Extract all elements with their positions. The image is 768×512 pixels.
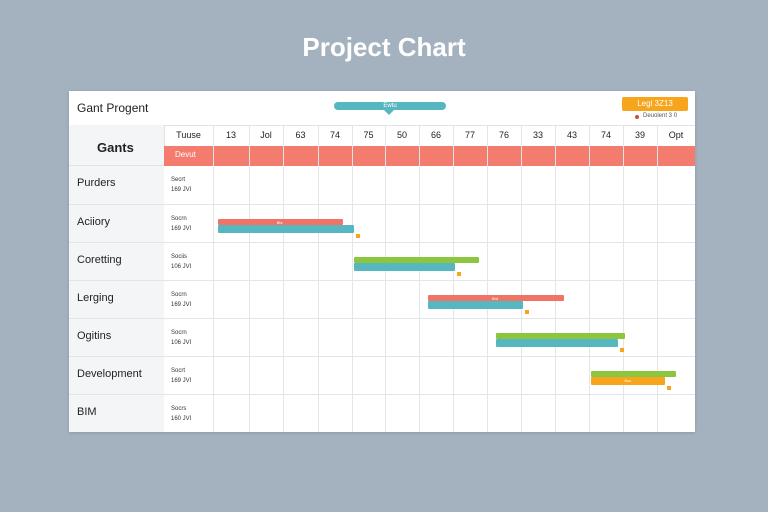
date-range-slider[interactable]: Ewtu bbox=[334, 102, 446, 110]
task-meta: Socrt 169 JVI bbox=[171, 366, 191, 386]
task-name[interactable]: Purders bbox=[77, 177, 116, 189]
task-meta: Sociis 106 JVI bbox=[171, 252, 191, 272]
gantt-bar[interactable] bbox=[428, 295, 564, 301]
milestone-marker[interactable] bbox=[525, 310, 530, 314]
grid-column-line bbox=[487, 125, 488, 432]
grid-column-line bbox=[555, 125, 556, 432]
corner-cell bbox=[69, 125, 164, 166]
task-meta-column bbox=[164, 165, 214, 432]
band-label: Devut bbox=[175, 150, 196, 159]
task-meta-line2: 160 JVI bbox=[171, 416, 192, 422]
gantt-bar[interactable] bbox=[428, 301, 524, 309]
gantt-bar[interactable] bbox=[495, 339, 618, 347]
milestone-marker[interactable] bbox=[457, 272, 462, 276]
grid-column-line bbox=[657, 125, 658, 432]
grid-row-line bbox=[69, 318, 695, 319]
timeline-header-cell: 43 bbox=[566, 130, 577, 140]
task-meta-line1: Socrs bbox=[171, 406, 187, 412]
grid-column-line bbox=[249, 125, 250, 432]
grid-row-line bbox=[69, 394, 695, 395]
grid-column-line bbox=[213, 125, 214, 432]
task-meta-line2: 169 JVI bbox=[171, 302, 192, 308]
timeline-header-cell: 75 bbox=[363, 130, 374, 140]
task-meta-line1: Socrn bbox=[171, 330, 187, 336]
app-title: Gant Progent bbox=[77, 101, 149, 115]
timeline-header-cell: 77 bbox=[464, 130, 475, 140]
timeline-header-cell: Tuuse bbox=[176, 130, 201, 140]
gantt-bar-label: Sco bbox=[624, 378, 632, 383]
timeline-header-cell: 74 bbox=[600, 130, 611, 140]
legend-text: Deuolent 3 0 bbox=[643, 113, 678, 119]
grid-column-line bbox=[589, 125, 590, 432]
task-meta-line2: 106 JVI bbox=[171, 340, 192, 346]
task-meta-line2: 169 JVI bbox=[171, 378, 192, 384]
grid-column-line bbox=[623, 125, 624, 432]
gantt-bar[interactable] bbox=[218, 219, 344, 225]
grid-row-line bbox=[69, 280, 695, 281]
task-meta-line1: Socrt bbox=[171, 368, 186, 374]
gantt-bar[interactable] bbox=[218, 225, 354, 233]
gantt-bar-label: Bts bbox=[276, 220, 283, 225]
milestone-marker[interactable] bbox=[620, 348, 625, 352]
gantt-panel: Gant Progent Ewtu Legl 3Z13 Deuolent 3 0… bbox=[69, 91, 695, 432]
timeline-header-cell: 66 bbox=[430, 130, 441, 140]
task-name[interactable]: Development bbox=[77, 368, 142, 380]
grid-column-line bbox=[385, 125, 386, 432]
legend-dot-icon bbox=[635, 115, 639, 119]
task-meta-line1: Socrn bbox=[171, 292, 187, 298]
task-name[interactable]: Lerging bbox=[77, 292, 114, 304]
task-label-column bbox=[69, 125, 165, 432]
grid-row-line bbox=[69, 242, 695, 243]
task-meta-line2: 169 JVI bbox=[171, 187, 192, 193]
caret-down-icon bbox=[384, 110, 394, 115]
timeline-header-cell: 74 bbox=[329, 130, 340, 140]
task-meta: Socrn 169 JVI bbox=[171, 214, 191, 234]
task-name[interactable]: Aciiory bbox=[77, 216, 111, 228]
gantt-bar[interactable] bbox=[495, 333, 625, 339]
task-name[interactable]: Coretting bbox=[77, 254, 122, 266]
task-meta-line1: Sociis bbox=[171, 254, 188, 260]
task-meta: Secrt 169 JVI bbox=[171, 175, 191, 195]
task-meta-line1: Socrn bbox=[171, 216, 187, 222]
timeline-header-cell: Jol bbox=[260, 130, 272, 140]
milestone-marker[interactable] bbox=[355, 234, 360, 238]
grid-column-line bbox=[283, 125, 284, 432]
grid-column-line bbox=[521, 125, 522, 432]
timeline-header-cell: 39 bbox=[634, 130, 645, 140]
task-meta-line2: 106 JVI bbox=[171, 264, 192, 270]
gantt-bar[interactable] bbox=[590, 371, 676, 377]
timeline-header-cell: 13 bbox=[225, 130, 236, 140]
grid-column-line bbox=[453, 125, 454, 432]
timeline-header-cell: 50 bbox=[396, 130, 407, 140]
task-meta: Socrs 160 JVI bbox=[171, 404, 191, 424]
legend-button[interactable]: Legl 3Z13 bbox=[622, 97, 688, 111]
milestone-marker[interactable] bbox=[667, 386, 672, 390]
toolbar: Gant Progent Ewtu Legl 3Z13 Deuolent 3 0 bbox=[69, 91, 695, 126]
timeline-header-cell: 63 bbox=[295, 130, 306, 140]
grid-column-line bbox=[352, 125, 353, 432]
gantt-bar-label: Bnt bbox=[491, 296, 498, 301]
page-title: Project Chart bbox=[302, 32, 466, 62]
grid-row-line bbox=[69, 204, 695, 205]
task-meta: Socrn 169 JVI bbox=[171, 290, 191, 310]
timeline-header-cell: 33 bbox=[532, 130, 543, 140]
task-name[interactable]: Ogitins bbox=[77, 330, 112, 342]
grid-row-line bbox=[69, 356, 695, 357]
corner-label: Gants bbox=[97, 140, 134, 155]
task-name[interactable]: BIM bbox=[77, 406, 97, 418]
task-meta: Socrn 106 JVI bbox=[171, 328, 191, 348]
timeline-header-cell: 76 bbox=[498, 130, 509, 140]
gantt-bar[interactable] bbox=[353, 257, 480, 263]
gantt-bar[interactable] bbox=[590, 377, 666, 385]
grid-column-line bbox=[318, 125, 319, 432]
task-meta-line1: Secrt bbox=[171, 177, 186, 183]
timeline-header-cell: Opt bbox=[668, 130, 684, 140]
task-meta-line2: 169 JVI bbox=[171, 226, 192, 232]
gantt-bar[interactable] bbox=[353, 263, 456, 271]
grid-column-line bbox=[419, 125, 420, 432]
timeline-band bbox=[164, 146, 695, 166]
